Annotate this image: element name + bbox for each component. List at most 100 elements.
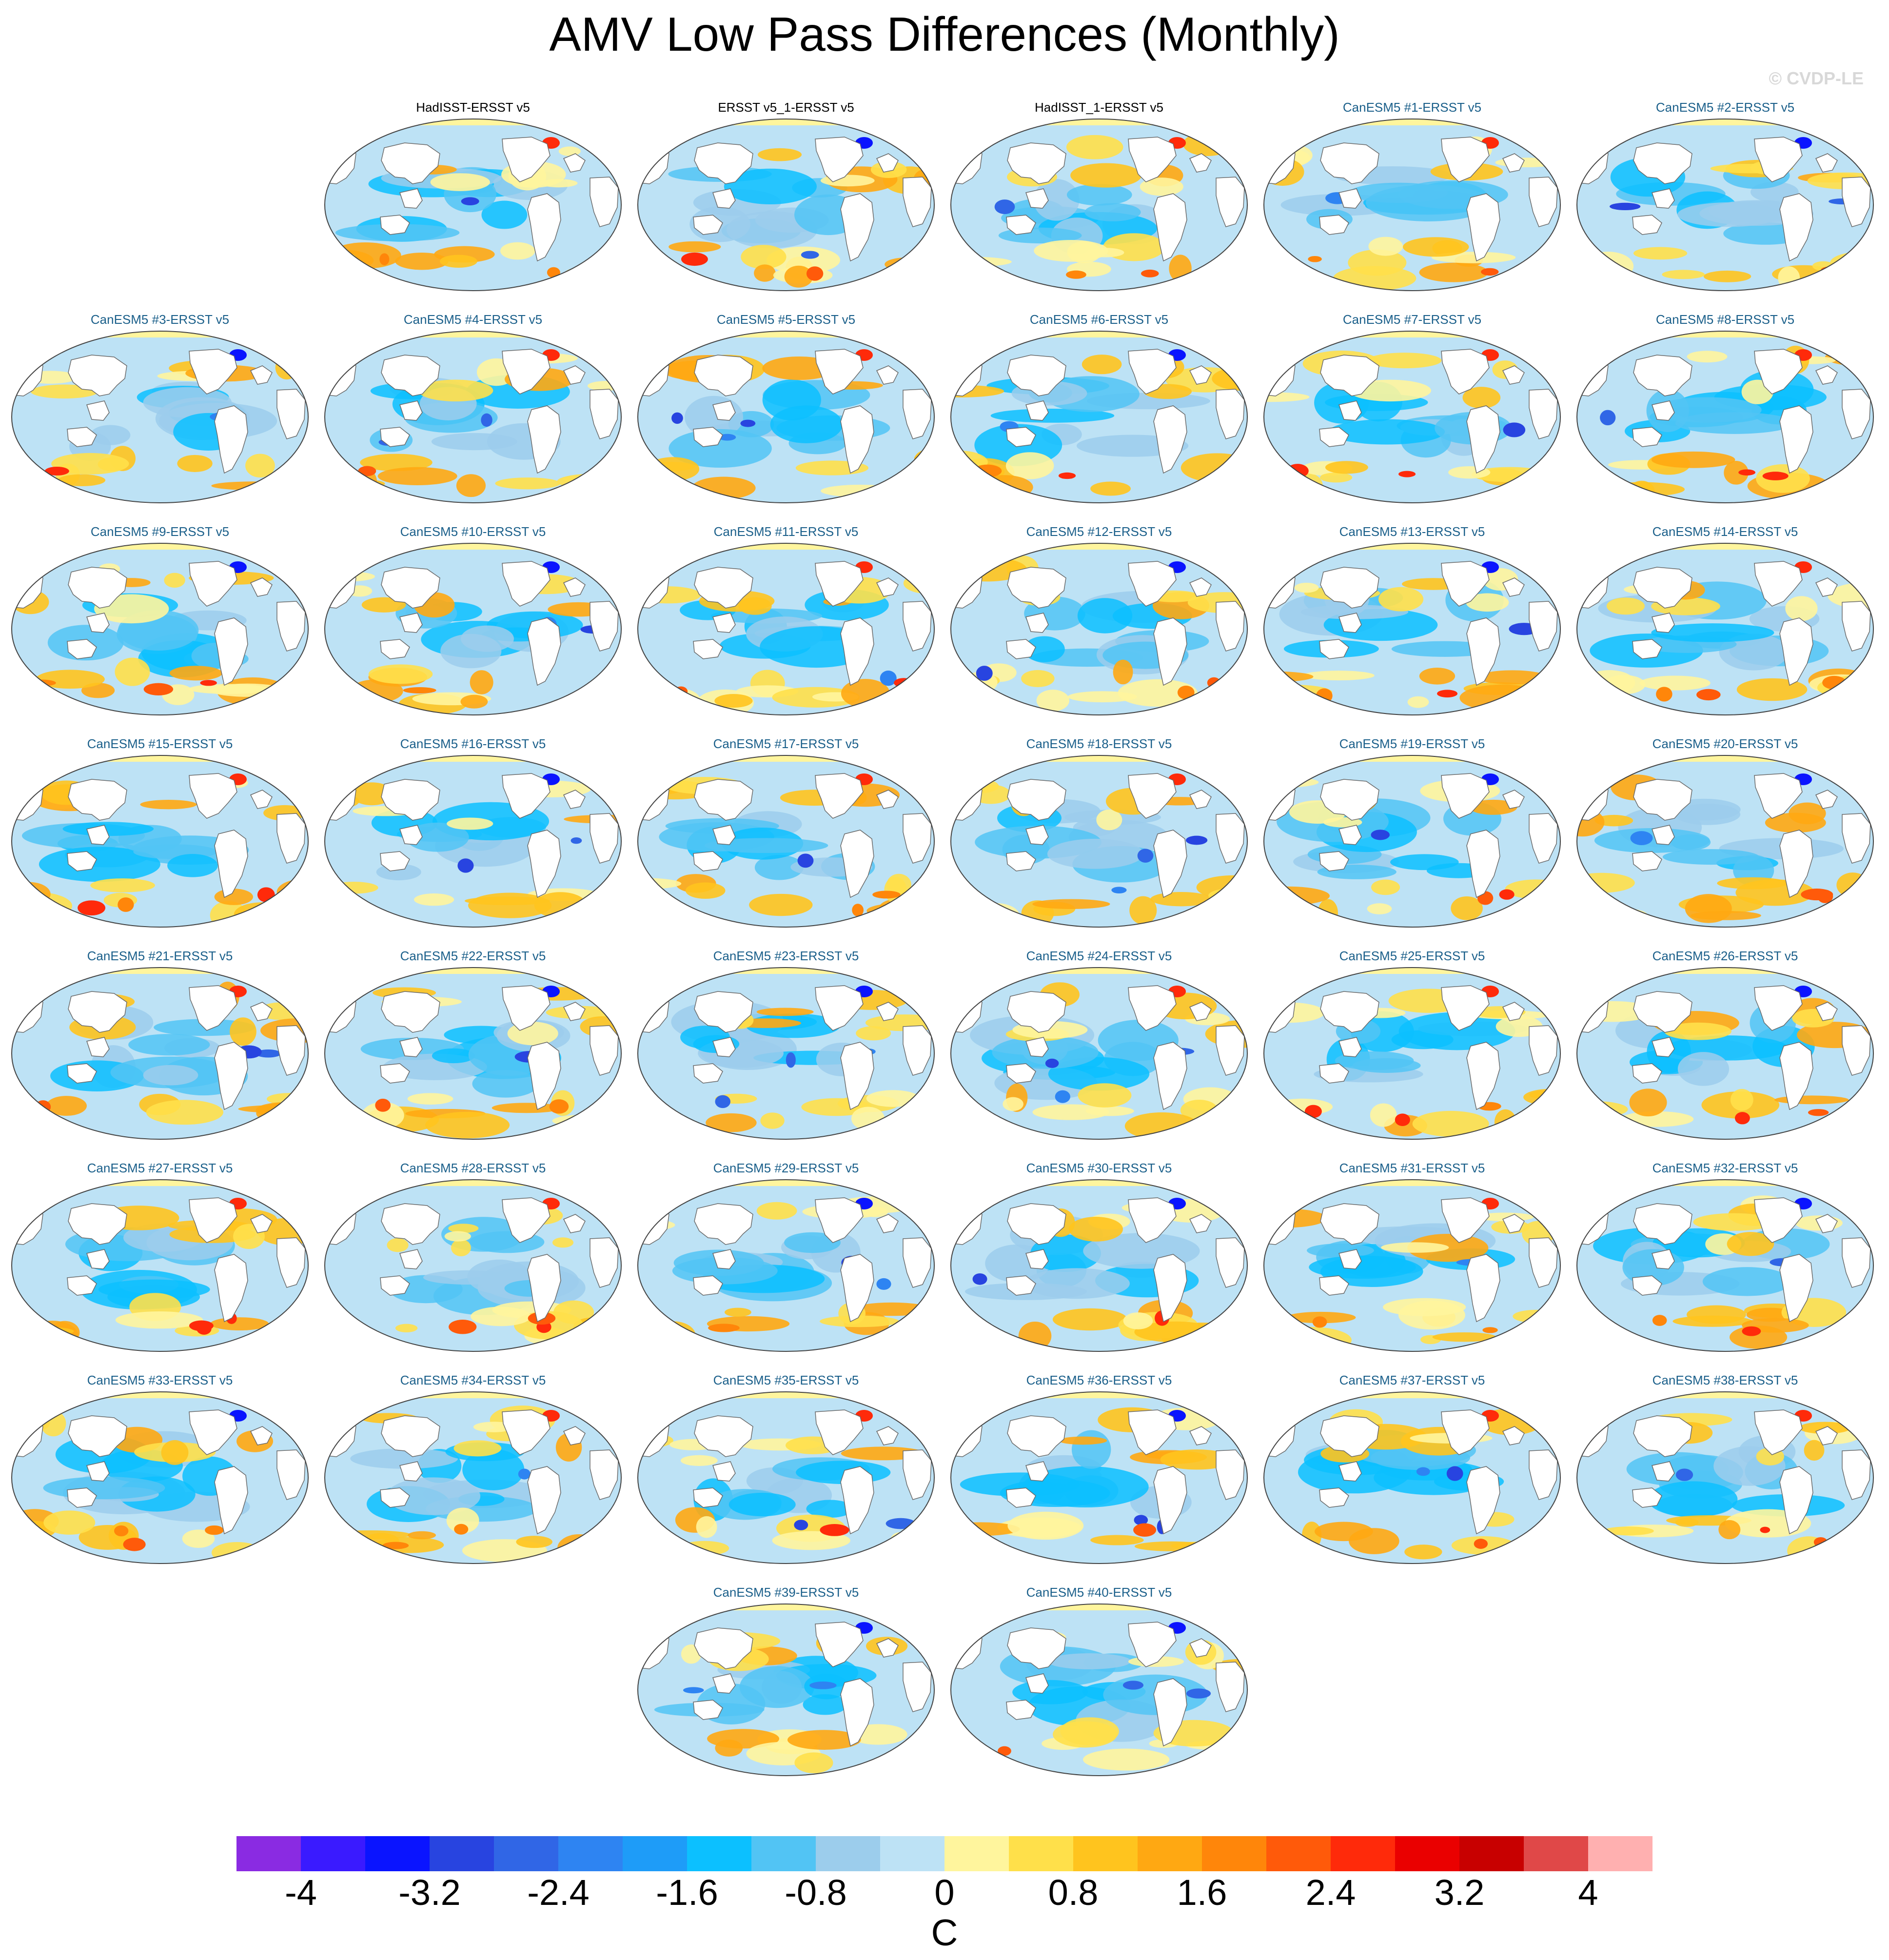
map-projection: [637, 1604, 935, 1776]
colorbar-swatch: [880, 1836, 945, 1871]
sst-field: [12, 1180, 308, 1351]
sst-field: [1264, 1180, 1560, 1351]
map-projection: [11, 1391, 309, 1564]
map-border: [1576, 967, 1874, 1140]
panel-title: CanESM5 #25-ERSST v5: [1339, 949, 1485, 963]
map-border: [1576, 755, 1874, 928]
map-projection: [1263, 543, 1561, 715]
colorbar-swatch: [365, 1836, 430, 1871]
sst-field: [1577, 119, 1873, 291]
map-border: [637, 119, 935, 291]
colorbar-swatch: [687, 1836, 752, 1871]
map-panel: CanESM5 #5-ERSST v5: [635, 312, 937, 524]
map-panel: CanESM5 #20-ERSST v5: [1574, 736, 1876, 949]
map-border: [324, 1391, 622, 1564]
colorbar-swatch: [623, 1836, 688, 1871]
map-panel: CanESM5 #16-ERSST v5: [322, 736, 624, 949]
colorbar-swatch: [751, 1836, 816, 1871]
colorbar-swatch: [301, 1836, 366, 1871]
panel-title: CanESM5 #22-ERSST v5: [400, 949, 546, 963]
sst-field: [12, 331, 308, 503]
panel-title: CanESM5 #1-ERSST v5: [1342, 100, 1482, 115]
copyright-watermark: © CVDP-LE: [1769, 68, 1864, 88]
map-panel: CanESM5 #34-ERSST v5: [322, 1373, 624, 1585]
map-border: [1263, 1391, 1561, 1564]
sst-field: [638, 1180, 934, 1351]
panel-title: HadISST-ERSST v5: [416, 100, 530, 115]
sst-field: [1264, 543, 1560, 715]
map-projection: [637, 119, 935, 291]
map-panel: CanESM5 #3-ERSST v5: [9, 312, 311, 524]
panel-title: CanESM5 #35-ERSST v5: [713, 1373, 859, 1387]
map-panel: CanESM5 #21-ERSST v5: [9, 949, 311, 1161]
map-border: [11, 331, 309, 503]
sst-field: [951, 1180, 1247, 1351]
panel-title: CanESM5 #38-ERSST v5: [1652, 1373, 1798, 1387]
map-border: [324, 1179, 622, 1352]
sst-field: [12, 1392, 308, 1564]
map-panel: CanESM5 #38-ERSST v5: [1574, 1373, 1876, 1585]
map-panel: ERSST v5_1-ERSST v5: [635, 100, 937, 312]
map-projection: [324, 1179, 622, 1352]
colorbar-swatch: [1331, 1836, 1396, 1871]
panel-title: CanESM5 #18-ERSST v5: [1026, 736, 1172, 751]
map-projection: [637, 331, 935, 503]
colorbar-tick-label: -4: [285, 1872, 317, 1913]
map-projection: [324, 119, 622, 291]
map-border: [950, 331, 1248, 503]
map-projection: [324, 755, 622, 928]
map-projection: [1576, 755, 1874, 928]
map-border: [637, 543, 935, 715]
sst-field: [325, 755, 621, 927]
sst-field: [638, 119, 934, 291]
sst-field: [638, 543, 934, 715]
map-projection: [1263, 755, 1561, 928]
map-panel: CanESM5 #39-ERSST v5: [635, 1585, 937, 1797]
map-border: [637, 331, 935, 503]
map-panel: CanESM5 #32-ERSST v5: [1574, 1161, 1876, 1373]
map-projection: [950, 755, 1248, 928]
map-border: [950, 755, 1248, 928]
panel-title: CanESM5 #7-ERSST v5: [1342, 312, 1482, 327]
map-border: [11, 967, 309, 1140]
colorbar-swatch: [1588, 1836, 1653, 1871]
map-panel: CanESM5 #1-ERSST v5: [1261, 100, 1563, 312]
map-panel: CanESM5 #25-ERSST v5: [1261, 949, 1563, 1161]
map-projection: [1576, 543, 1874, 715]
map-projection: [950, 1604, 1248, 1776]
map-border: [637, 1604, 935, 1776]
sst-field: [951, 543, 1247, 715]
map-border: [324, 331, 622, 503]
colorbar-tick-label: 0: [934, 1872, 955, 1913]
map-panel: CanESM5 #22-ERSST v5: [322, 949, 624, 1161]
sst-field: [1577, 543, 1873, 715]
map-projection: [637, 967, 935, 1140]
panel-title: CanESM5 #19-ERSST v5: [1339, 736, 1485, 751]
sst-field: [951, 968, 1247, 1139]
map-panel: CanESM5 #27-ERSST v5: [9, 1161, 311, 1373]
map-border: [1263, 331, 1561, 503]
map-panel: CanESM5 #2-ERSST v5: [1574, 100, 1876, 312]
map-border: [637, 755, 935, 928]
panel-title: CanESM5 #34-ERSST v5: [400, 1373, 546, 1387]
map-projection: [324, 331, 622, 503]
panel-title: CanESM5 #5-ERSST v5: [716, 312, 856, 327]
map-projection: [637, 755, 935, 928]
map-panel: CanESM5 #14-ERSST v5: [1574, 524, 1876, 736]
panel-title: CanESM5 #21-ERSST v5: [87, 949, 233, 963]
map-panel: CanESM5 #40-ERSST v5: [948, 1585, 1250, 1797]
map-border: [1576, 1179, 1874, 1352]
panel-title: CanESM5 #39-ERSST v5: [713, 1585, 859, 1600]
colorbar-tick-label: -0.8: [785, 1872, 847, 1913]
map-border: [1263, 119, 1561, 291]
sst-field: [1577, 1180, 1873, 1351]
sst-field: [1577, 1392, 1873, 1564]
sst-field: [12, 968, 308, 1139]
sst-field: [1264, 755, 1560, 927]
map-projection: [1263, 1391, 1561, 1564]
sst-field: [1264, 1392, 1560, 1564]
map-panel: HadISST-ERSST v5: [322, 100, 624, 312]
sst-field: [951, 755, 1247, 927]
map-projection: [1576, 1391, 1874, 1564]
map-projection: [950, 543, 1248, 715]
